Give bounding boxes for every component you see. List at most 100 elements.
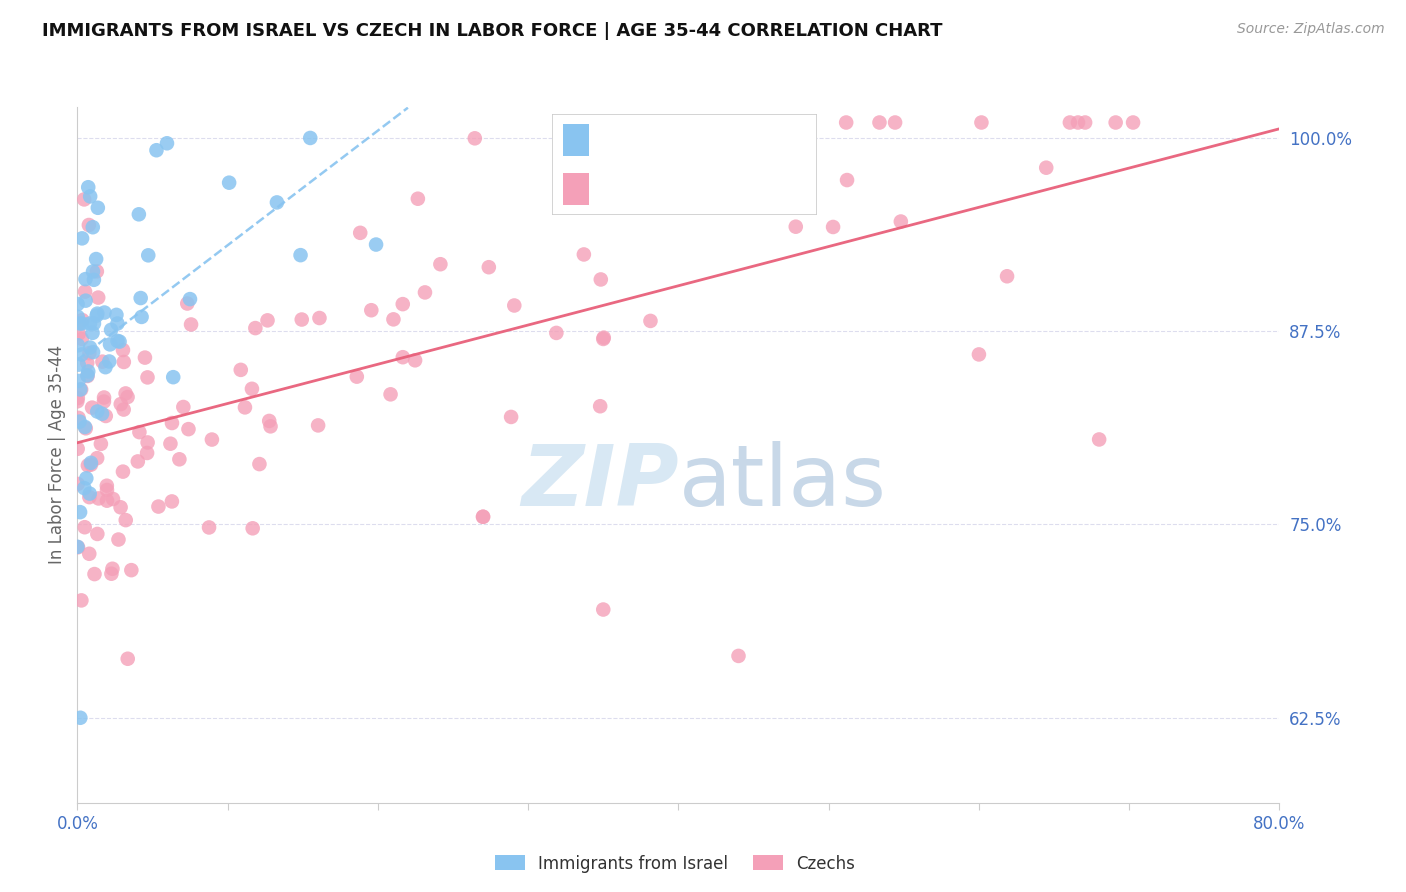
Point xyxy=(101,491,124,506)
Point xyxy=(82,326,104,340)
Point xyxy=(87,491,110,506)
Point xyxy=(592,332,614,346)
Text: ZIP: ZIP xyxy=(520,442,679,524)
Point xyxy=(69,317,91,331)
Point xyxy=(76,458,98,473)
Point xyxy=(404,353,426,368)
Point xyxy=(66,391,89,405)
Point xyxy=(160,494,183,508)
Point xyxy=(970,115,993,129)
Point xyxy=(98,354,121,368)
Point xyxy=(76,368,98,383)
Point xyxy=(129,291,152,305)
Point xyxy=(148,500,170,514)
Point xyxy=(66,394,89,409)
Point xyxy=(1104,115,1126,129)
Point xyxy=(77,547,100,561)
Point xyxy=(169,452,191,467)
Point xyxy=(66,297,89,311)
Point xyxy=(100,566,122,581)
Point xyxy=(162,370,184,384)
Point xyxy=(259,419,281,434)
Point xyxy=(96,479,118,493)
Text: R = 0.198   N =  61: R = 0.198 N = 61 xyxy=(600,133,790,152)
Point xyxy=(105,308,128,322)
Point xyxy=(70,317,93,331)
Point xyxy=(266,195,288,210)
Point xyxy=(995,269,1018,284)
Point xyxy=(572,247,595,261)
Point xyxy=(406,192,429,206)
Point xyxy=(73,285,96,299)
Point xyxy=(589,272,612,286)
Point xyxy=(96,493,118,508)
Point xyxy=(391,350,413,364)
Point xyxy=(136,370,159,384)
Point xyxy=(242,521,264,535)
Point xyxy=(76,356,98,370)
Point xyxy=(79,346,101,360)
Point xyxy=(66,540,89,554)
Point xyxy=(66,310,89,324)
Point xyxy=(101,562,124,576)
Point xyxy=(1067,115,1090,129)
Point xyxy=(640,314,662,328)
Point xyxy=(380,387,402,401)
Point xyxy=(308,311,330,326)
Point xyxy=(127,454,149,468)
Point xyxy=(1059,115,1081,129)
Point xyxy=(136,435,159,450)
Point xyxy=(91,354,114,368)
Point xyxy=(785,219,807,234)
Point xyxy=(80,456,103,470)
Point xyxy=(80,401,103,415)
Point xyxy=(233,401,256,415)
Point xyxy=(93,391,115,405)
Point xyxy=(110,500,132,515)
Point xyxy=(75,293,97,308)
Text: R = 0.357   N = 127: R = 0.357 N = 127 xyxy=(600,179,790,198)
Point xyxy=(589,399,612,413)
Point xyxy=(69,711,91,725)
Point xyxy=(107,533,129,547)
Point xyxy=(79,189,101,203)
Point xyxy=(503,298,526,312)
Point xyxy=(160,416,183,430)
Point xyxy=(67,358,90,372)
Point xyxy=(1088,433,1111,447)
Point xyxy=(66,540,89,554)
Point xyxy=(501,409,523,424)
Point xyxy=(120,563,142,577)
Point xyxy=(145,143,167,157)
Point xyxy=(291,312,314,326)
Point xyxy=(69,415,91,429)
Point xyxy=(472,509,495,524)
Point xyxy=(835,173,858,187)
Point xyxy=(70,593,93,607)
Point xyxy=(90,437,112,451)
Point xyxy=(159,436,181,450)
Text: Source: ZipAtlas.com: Source: ZipAtlas.com xyxy=(1237,22,1385,37)
Point xyxy=(79,486,101,500)
Point xyxy=(349,226,371,240)
Point xyxy=(67,326,90,341)
Point xyxy=(86,527,108,541)
Point xyxy=(201,433,224,447)
Point xyxy=(1074,115,1097,129)
Point xyxy=(70,347,93,361)
Legend: Immigrants from Israel, Czechs: Immigrants from Israel, Czechs xyxy=(488,848,862,880)
Point xyxy=(84,252,107,266)
Point xyxy=(82,345,104,359)
Point xyxy=(117,390,139,404)
Point xyxy=(114,513,136,527)
Point xyxy=(91,407,114,421)
Point xyxy=(93,394,115,409)
Text: IMMIGRANTS FROM ISRAEL VS CZECH IN LABOR FORCE | AGE 35-44 CORRELATION CHART: IMMIGRANTS FROM ISRAEL VS CZECH IN LABOR… xyxy=(42,22,942,40)
Point xyxy=(299,131,322,145)
Point xyxy=(256,313,278,327)
Point xyxy=(107,334,129,348)
Point xyxy=(79,490,101,504)
Point xyxy=(346,369,368,384)
Point xyxy=(82,220,104,235)
Point xyxy=(75,471,97,485)
